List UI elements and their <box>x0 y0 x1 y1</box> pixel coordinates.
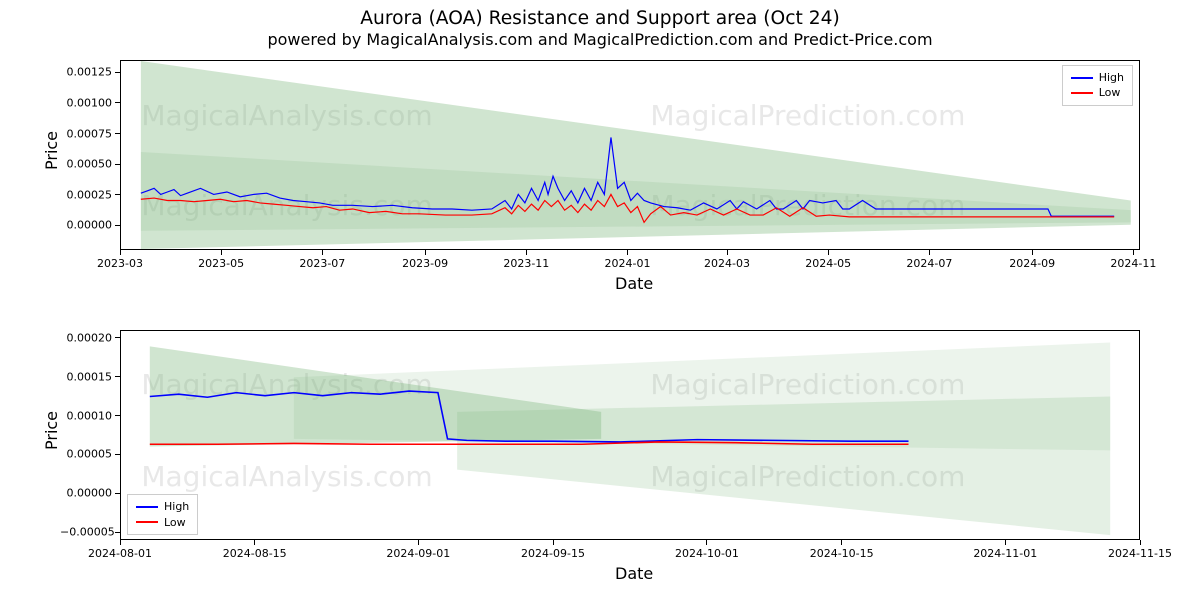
x-tick-label: 2023-05 <box>198 257 244 270</box>
top-chart-svg <box>121 61 1139 249</box>
x-tick-mark <box>706 540 707 545</box>
legend-swatch <box>1071 77 1093 79</box>
x-tick-mark <box>120 250 121 255</box>
x-tick-label: 2024-08-15 <box>223 547 287 560</box>
legend-label: High <box>1099 70 1124 85</box>
y-tick-mark <box>115 225 120 226</box>
chart-title: Aurora (AOA) Resistance and Support area… <box>0 8 1200 29</box>
y-tick-label: 0.00015 <box>60 370 112 383</box>
y-tick-label: −0.00005 <box>60 526 112 539</box>
y-tick-mark <box>115 454 120 455</box>
legend-swatch <box>136 521 158 523</box>
y-tick-mark <box>115 164 120 165</box>
x-tick-mark <box>1133 250 1134 255</box>
y-tick-mark <box>115 72 120 73</box>
x-tick-label: 2024-03 <box>704 257 750 270</box>
y-tick-mark <box>115 194 120 195</box>
x-tick-label: 2024-11-01 <box>973 547 1037 560</box>
y-tick-label: 0.00010 <box>60 409 112 422</box>
y-tick-label: 0.00000 <box>60 219 112 232</box>
x-tick-mark <box>627 250 628 255</box>
x-tick-label: 2024-09-01 <box>386 547 450 560</box>
y-tick-mark <box>115 415 120 416</box>
legend-label: High <box>164 499 189 514</box>
y-tick-mark <box>115 532 120 533</box>
y-tick-label: 0.00005 <box>60 448 112 461</box>
y-tick-label: 0.00125 <box>60 66 112 79</box>
legend-label: Low <box>1099 85 1121 100</box>
figure: Aurora (AOA) Resistance and Support area… <box>0 0 1200 600</box>
x-tick-mark <box>929 250 930 255</box>
x-tick-label: 2024-10-01 <box>675 547 739 560</box>
chart-subtitle: powered by MagicalAnalysis.com and Magic… <box>0 30 1200 49</box>
x-tick-mark <box>1032 250 1033 255</box>
bottom-chart: MagicalAnalysis.com MagicalPrediction.co… <box>120 330 1140 540</box>
x-tick-mark <box>526 250 527 255</box>
top-chart: MagicalAnalysis.com MagicalPrediction.co… <box>120 60 1140 250</box>
x-tick-mark <box>418 540 419 545</box>
legend-swatch <box>1071 92 1093 94</box>
x-tick-mark <box>254 540 255 545</box>
y-tick-label: 0.00020 <box>60 331 112 344</box>
y-tick-label: 0.00075 <box>60 127 112 140</box>
x-tick-mark <box>425 250 426 255</box>
legend-label: Low <box>164 515 186 530</box>
x-tick-label: 2024-09 <box>1009 257 1055 270</box>
x-tick-label: 2024-11 <box>1110 257 1156 270</box>
x-tick-mark <box>120 540 121 545</box>
legend-item: Low <box>136 515 189 530</box>
x-tick-mark <box>727 250 728 255</box>
x-tick-mark <box>322 250 323 255</box>
legend-item: High <box>1071 70 1124 85</box>
x-axis-label: Date <box>615 274 653 293</box>
x-tick-label: 2024-07 <box>906 257 952 270</box>
x-tick-label: 2024-08-01 <box>88 547 152 560</box>
y-tick-mark <box>115 493 120 494</box>
y-axis-label: Price <box>42 411 61 450</box>
x-tick-mark <box>553 540 554 545</box>
y-tick-label: 0.00050 <box>60 158 112 171</box>
x-tick-mark <box>1140 540 1141 545</box>
x-tick-label: 2023-11 <box>503 257 549 270</box>
x-axis-label: Date <box>615 564 653 583</box>
x-tick-label: 2023-07 <box>299 257 345 270</box>
chart-legend: HighLow <box>127 494 198 535</box>
x-tick-label: 2023-09 <box>402 257 448 270</box>
x-tick-mark <box>841 540 842 545</box>
y-tick-mark <box>115 133 120 134</box>
chart-legend: HighLow <box>1062 65 1133 106</box>
y-axis-label: Price <box>42 131 61 170</box>
x-tick-mark <box>221 250 222 255</box>
y-tick-label: 0.00100 <box>60 96 112 109</box>
y-tick-label: 0.00000 <box>60 487 112 500</box>
x-tick-label: 2024-10-15 <box>810 547 874 560</box>
legend-swatch <box>136 506 158 508</box>
x-tick-mark <box>828 250 829 255</box>
y-tick-mark <box>115 102 120 103</box>
x-tick-label: 2023-03 <box>97 257 143 270</box>
y-tick-mark <box>115 376 120 377</box>
x-tick-label: 2024-05 <box>805 257 851 270</box>
bottom-chart-svg <box>121 331 1139 539</box>
x-tick-label: 2024-11-15 <box>1108 547 1172 560</box>
support-resistance-wedge <box>294 343 1110 451</box>
legend-item: High <box>136 499 189 514</box>
x-tick-mark <box>1005 540 1006 545</box>
legend-item: Low <box>1071 85 1124 100</box>
x-tick-label: 2024-09-15 <box>521 547 585 560</box>
y-tick-mark <box>115 337 120 338</box>
x-tick-label: 2024-01 <box>605 257 651 270</box>
y-tick-label: 0.00025 <box>60 188 112 201</box>
